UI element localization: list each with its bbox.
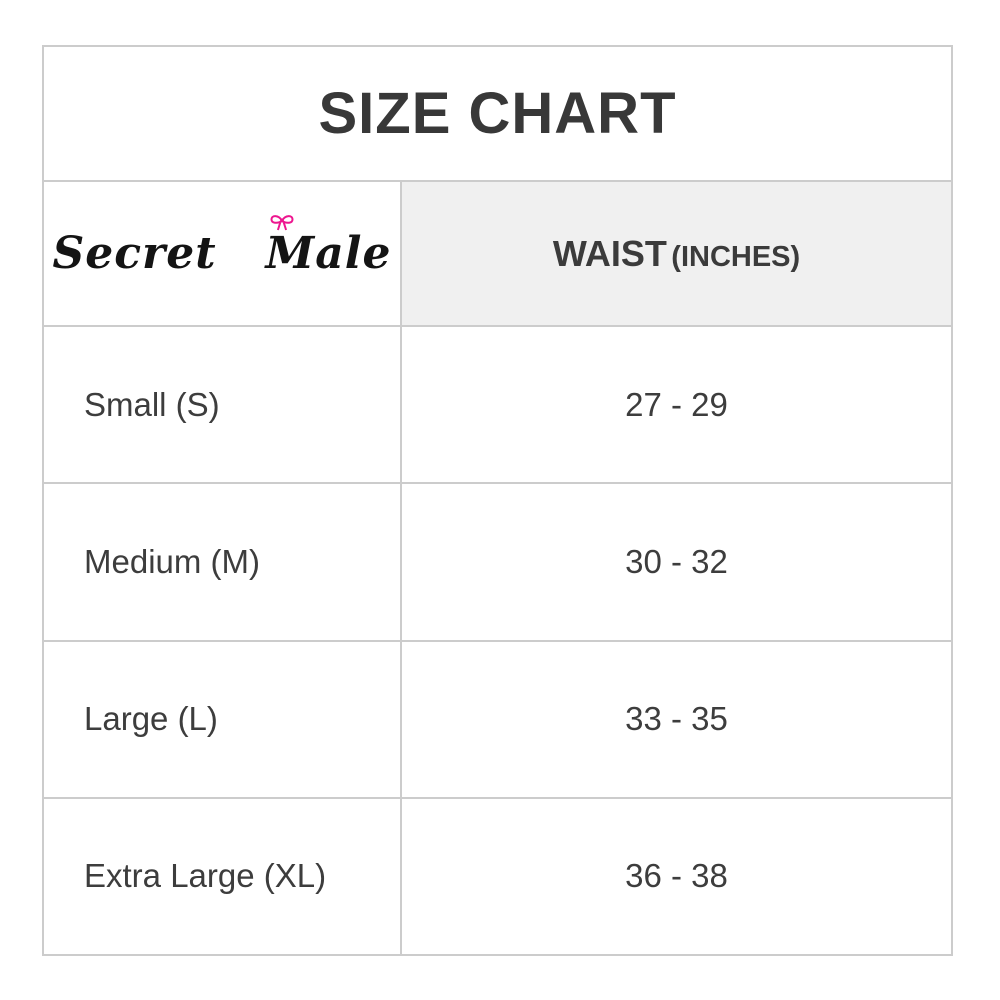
table-row-medium-waist-cell: 30 - 32 [400,482,951,640]
table-row-large-waist-cell: 33 - 35 [400,639,951,797]
waist-header-unit: (INCHES) [671,240,801,273]
size-label: Large (L) [84,700,218,738]
brand-name-part1: Secret [52,228,217,279]
size-label: Small (S) [84,385,220,423]
waist-header-main: WAIST [552,232,667,274]
table-row-medium-size-cell: Medium (M) [44,482,400,639]
table-row-xlarge-waist-cell: 36 - 38 [400,796,951,954]
title-row: SIZE CHART [44,47,951,180]
waist-value: 30 - 32 [625,542,728,580]
waist-column-header-cell: WAIST (INCHES) [400,180,951,325]
waist-value: 27 - 29 [625,385,728,423]
size-label: Medium (M) [84,542,261,580]
table-row-small-waist-cell: 27 - 29 [400,325,951,483]
waist-value: 36 - 38 [625,857,728,895]
size-label: Extra Large (XL) [84,857,327,895]
table-row-large-size-cell: Large (L) [44,639,400,797]
pink-bow-icon [270,215,294,231]
brand-logo-cell: Secret Male [44,180,400,325]
brand-name-part2: Male [265,228,392,279]
brand-name-part2-wrap: Male [265,215,392,279]
table-row-small-size-cell: Small (S) [44,325,400,482]
brand-logo: Secret Male [52,215,392,279]
table-row-xlarge-size-cell: Extra Large (XL) [44,796,400,954]
page-title: SIZE CHART [318,81,677,146]
waist-value: 33 - 35 [625,700,728,738]
waist-column-header: WAIST (INCHES) [553,233,800,275]
size-chart-table: SIZE CHART Secret Male [42,45,953,956]
